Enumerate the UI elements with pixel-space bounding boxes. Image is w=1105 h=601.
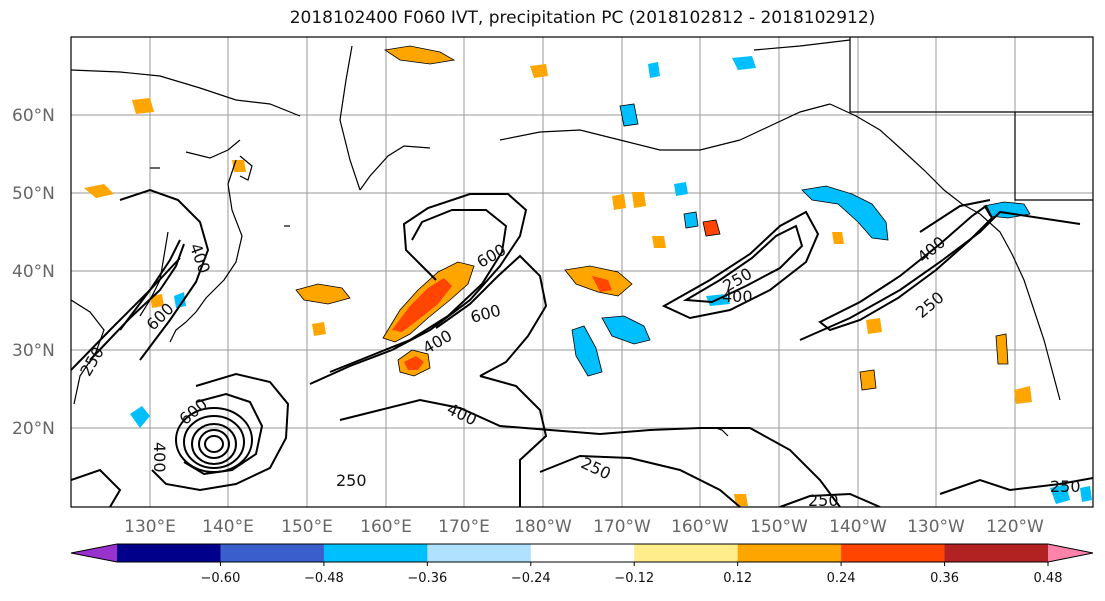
colorbar-segment bbox=[841, 544, 946, 562]
colorbar-tick-label: −0.12 bbox=[614, 571, 654, 586]
lon-label: 170°W bbox=[593, 517, 651, 537]
lon-label: 170°E bbox=[438, 517, 490, 537]
lon-label: 120°W bbox=[986, 517, 1044, 537]
ivt-label: 250 bbox=[336, 471, 367, 490]
latitude-labels: 60°N 50°N 40°N 30°N 20°N bbox=[12, 106, 55, 439]
map-title: 2018102400 F060 IVT, precipitation PC (2… bbox=[289, 8, 876, 28]
lat-label-30n: 30°N bbox=[12, 341, 55, 361]
lat-label-20n: 20°N bbox=[12, 419, 55, 439]
lon-label: 150°E bbox=[281, 517, 333, 537]
colorbar-outline bbox=[70, 543, 1094, 563]
lon-label: 130°E bbox=[124, 517, 176, 537]
lat-label-60n: 60°N bbox=[12, 106, 55, 126]
colorbar-tick-label: 0.24 bbox=[827, 571, 856, 586]
colorbar-segment bbox=[323, 544, 428, 562]
colorbar-segment bbox=[634, 544, 739, 562]
lat-label-40n: 40°N bbox=[12, 262, 55, 282]
lon-label: 160°E bbox=[360, 517, 412, 537]
lat-label-50n: 50°N bbox=[12, 184, 55, 204]
colorbar-segment bbox=[530, 544, 635, 562]
lon-label: 180°W bbox=[514, 517, 572, 537]
colorbar-tick-label: 0.36 bbox=[930, 571, 959, 586]
ivt-label: 250 bbox=[808, 491, 839, 510]
colorbar-extend-low bbox=[71, 544, 117, 562]
ivt-label: 400 bbox=[722, 287, 753, 306]
colorbar-tick-label: −0.60 bbox=[201, 571, 241, 586]
colorbar-segment bbox=[117, 544, 221, 562]
lon-label: 130°W bbox=[907, 517, 965, 537]
colorbar-tick-label: 0.48 bbox=[1034, 571, 1063, 586]
colorbar-segment bbox=[220, 544, 325, 562]
colorbar-extend-high bbox=[1048, 544, 1093, 562]
colorbar-segment bbox=[737, 544, 842, 562]
lon-label: 140°W bbox=[829, 517, 887, 537]
lon-label: 160°W bbox=[671, 517, 729, 537]
colorbar-tick-label: 0.12 bbox=[723, 571, 752, 586]
colorbar: −0.60 −0.48 −0.36 −0.24 −0.12 0.12 0.24 0.36 0.4… bbox=[70, 543, 1094, 586]
colorbar-tick-label: −0.48 bbox=[304, 571, 344, 586]
map-frame bbox=[70, 36, 1094, 508]
lon-label: 150°W bbox=[750, 517, 808, 537]
ivt-contours bbox=[71, 188, 1093, 507]
longitude-labels: 130°E 140°E 150°E 160°E 170°E 180°W 170°… bbox=[124, 517, 1044, 537]
precip-positive-shading bbox=[84, 45, 1032, 506]
ivt-label: 250 bbox=[1050, 477, 1081, 496]
colorbar-segment bbox=[427, 544, 532, 562]
ivt-label: 400 bbox=[150, 442, 169, 473]
colorbar-tick-label: −0.24 bbox=[511, 571, 551, 586]
colorbar-tick-label: −0.36 bbox=[407, 571, 447, 586]
lon-label: 140°E bbox=[202, 517, 254, 537]
colorbar-segment bbox=[944, 544, 1049, 562]
